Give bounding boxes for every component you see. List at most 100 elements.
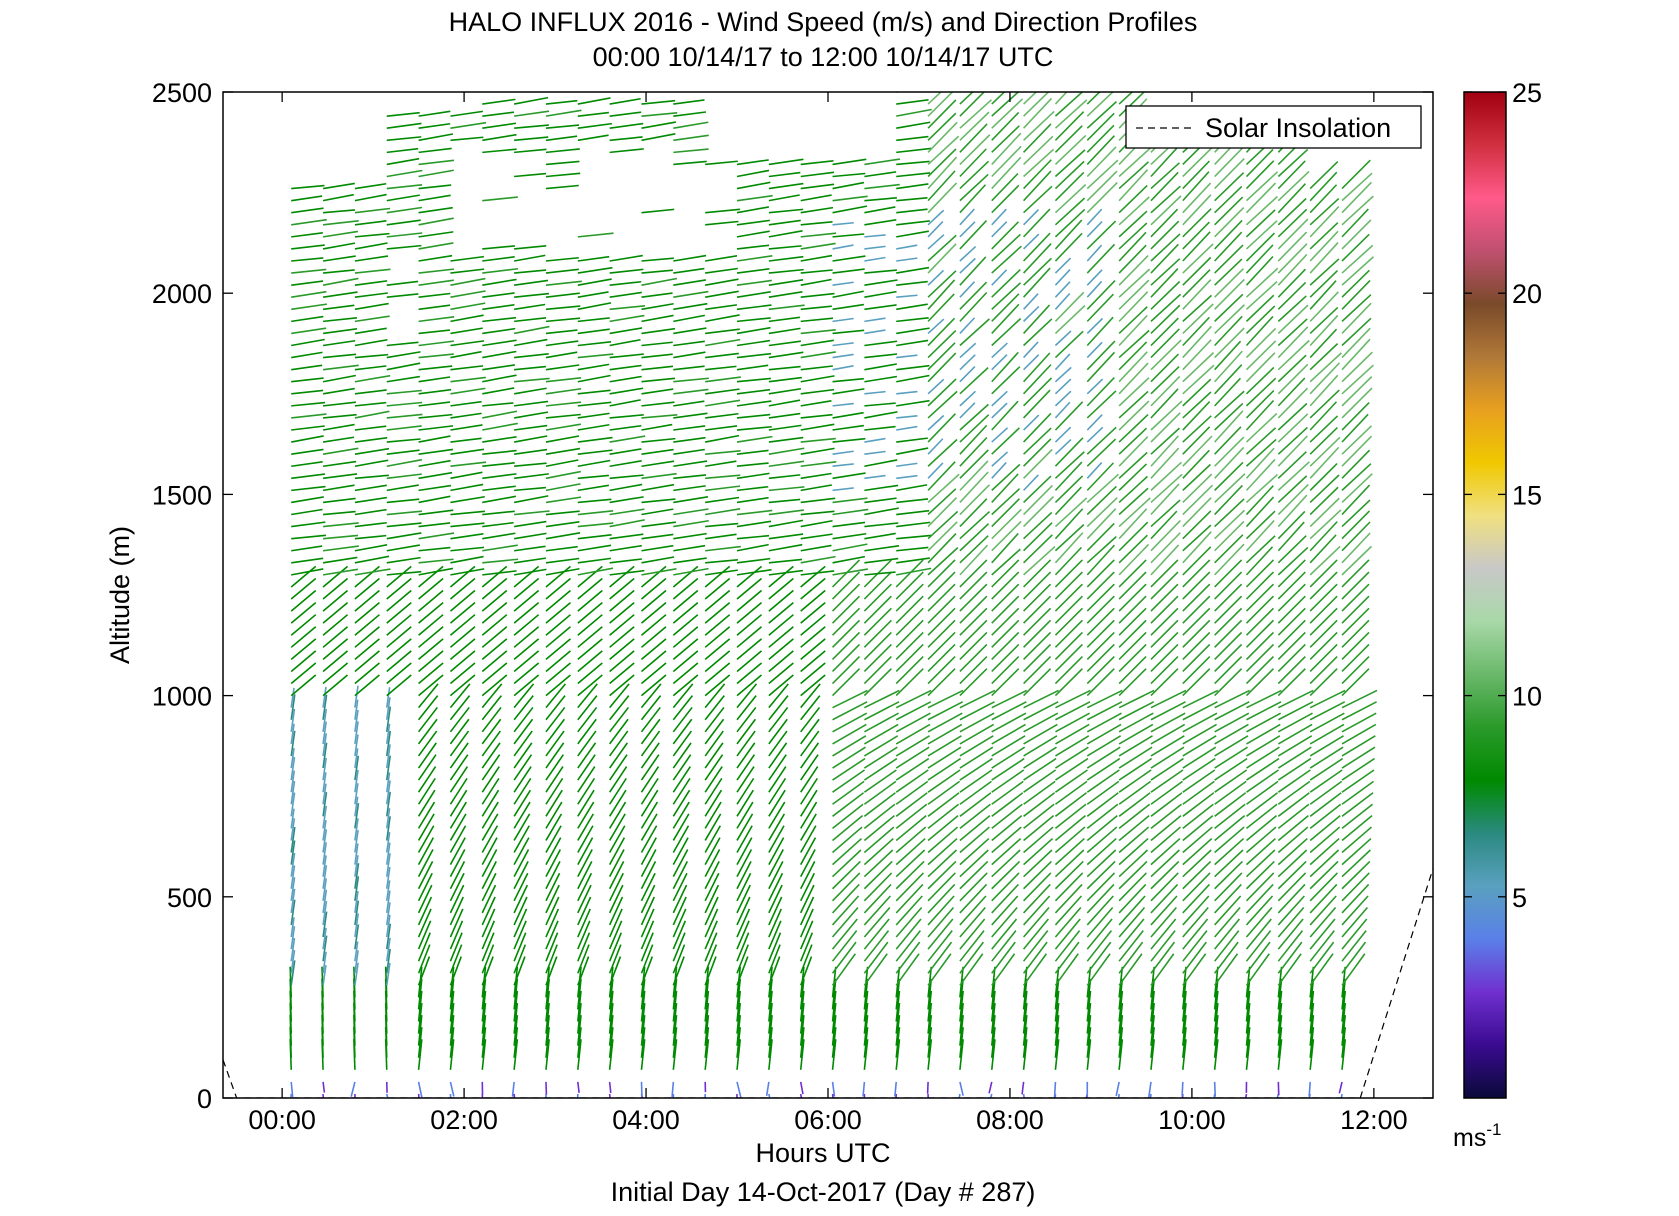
wind-arrow xyxy=(354,843,359,865)
wind-arrow xyxy=(481,614,508,636)
wind-arrow xyxy=(513,325,550,335)
wind-arrow xyxy=(640,674,667,697)
wind-arrow xyxy=(1022,1002,1028,1034)
wind-arrow xyxy=(354,962,359,986)
wind-arrow xyxy=(449,920,464,950)
wind-arrow xyxy=(736,304,772,311)
wind-arrow xyxy=(1054,872,1084,902)
wind-arrow xyxy=(895,792,928,817)
wind-arrow xyxy=(736,206,770,214)
wind-arrow xyxy=(418,413,453,419)
wind-arrow xyxy=(449,801,468,829)
wind-arrow xyxy=(1309,990,1315,1022)
wind-arrow xyxy=(418,662,444,685)
wind-arrow xyxy=(1309,803,1342,830)
wind-arrow xyxy=(482,473,517,480)
wind-arrow xyxy=(354,950,359,974)
wind-arrow xyxy=(609,674,635,697)
wind-arrow xyxy=(322,601,349,624)
wind-arrow xyxy=(864,450,886,455)
wind-arrow xyxy=(768,813,786,841)
wind-arrow xyxy=(640,825,658,853)
wind-arrow xyxy=(991,906,1018,938)
wind-arrow xyxy=(1023,511,1053,540)
wind-arrow xyxy=(927,860,957,890)
wind-arrow xyxy=(863,918,890,950)
wind-arrow xyxy=(481,718,502,745)
wind-arrow xyxy=(1309,930,1335,962)
wind-arrow xyxy=(417,754,437,781)
wind-arrow xyxy=(1150,400,1183,431)
wind-arrow xyxy=(1214,656,1243,685)
wind-arrow xyxy=(577,1039,582,1070)
wind-arrow xyxy=(1245,906,1273,938)
wind-arrow xyxy=(513,96,549,105)
legend-box xyxy=(1125,105,1422,149)
wind-arrow xyxy=(1309,328,1338,359)
wind-arrow xyxy=(641,533,674,540)
wind-arrow xyxy=(1054,353,1071,371)
wind-arrow xyxy=(482,558,519,564)
wind-arrow xyxy=(768,837,785,865)
wind-arrow xyxy=(895,668,924,697)
wind-arrow xyxy=(545,766,564,793)
wind-arrow xyxy=(1214,327,1245,359)
wind-arrow xyxy=(1245,294,1275,322)
wind-arrow xyxy=(322,772,327,793)
wind-arrow xyxy=(864,219,897,226)
wind-arrow xyxy=(609,254,643,262)
wind-arrow xyxy=(672,944,686,974)
wind-arrow xyxy=(545,730,565,757)
wind-arrow xyxy=(322,791,328,817)
wind-arrow xyxy=(895,815,927,842)
wind-arrow xyxy=(545,135,578,142)
wind-arrow xyxy=(927,390,958,419)
wind-arrow xyxy=(1118,906,1146,938)
wind-arrow xyxy=(1277,387,1308,419)
wind-arrow xyxy=(609,683,630,709)
wind-arrow xyxy=(959,701,995,721)
wind-arrow xyxy=(1118,161,1150,190)
wind-arrow xyxy=(832,689,868,709)
wind-arrow xyxy=(1115,1081,1120,1097)
wind-arrow xyxy=(831,990,837,1022)
wind-arrow xyxy=(864,411,898,419)
wind-arrow xyxy=(385,880,391,901)
wind-arrow xyxy=(927,803,960,830)
wind-arrow xyxy=(927,220,944,238)
wind-arrow xyxy=(1054,1015,1060,1046)
wind-arrow xyxy=(1054,401,1084,431)
wind-arrow xyxy=(1118,792,1151,817)
wind-arrow xyxy=(1214,258,1243,286)
wind-arrow xyxy=(1118,643,1147,673)
wind-arrow xyxy=(864,183,900,190)
wind-arrow xyxy=(800,437,836,443)
wind-arrow xyxy=(1022,1039,1028,1070)
wind-arrow xyxy=(481,1015,487,1046)
wind-arrow xyxy=(513,896,528,926)
wind-arrow xyxy=(608,1027,614,1058)
wind-arrow xyxy=(482,148,517,154)
wind-arrow xyxy=(290,589,317,612)
wind-arrow xyxy=(417,896,433,926)
wind-arrow xyxy=(1182,160,1210,190)
wind-arrow xyxy=(991,233,1021,262)
wind-arrow xyxy=(863,1027,869,1058)
wind-arrow xyxy=(322,484,355,492)
wind-arrow xyxy=(927,792,960,817)
wind-arrow xyxy=(1214,268,1244,298)
wind-arrow xyxy=(385,780,391,805)
wind-arrow xyxy=(386,438,421,443)
wind-arrow xyxy=(418,614,444,636)
wind-arrow xyxy=(322,805,328,829)
wind-arrow xyxy=(1150,435,1179,467)
wind-arrow xyxy=(323,209,356,214)
wind-arrow xyxy=(991,451,1009,467)
wind-arrow xyxy=(1149,1093,1152,1098)
wind-arrow xyxy=(927,701,964,721)
wind-arrow xyxy=(1150,171,1179,202)
wind-arrow xyxy=(927,473,960,504)
wind-arrow xyxy=(608,766,628,793)
wind-arrow xyxy=(1086,872,1116,902)
wind-arrow xyxy=(354,863,360,889)
